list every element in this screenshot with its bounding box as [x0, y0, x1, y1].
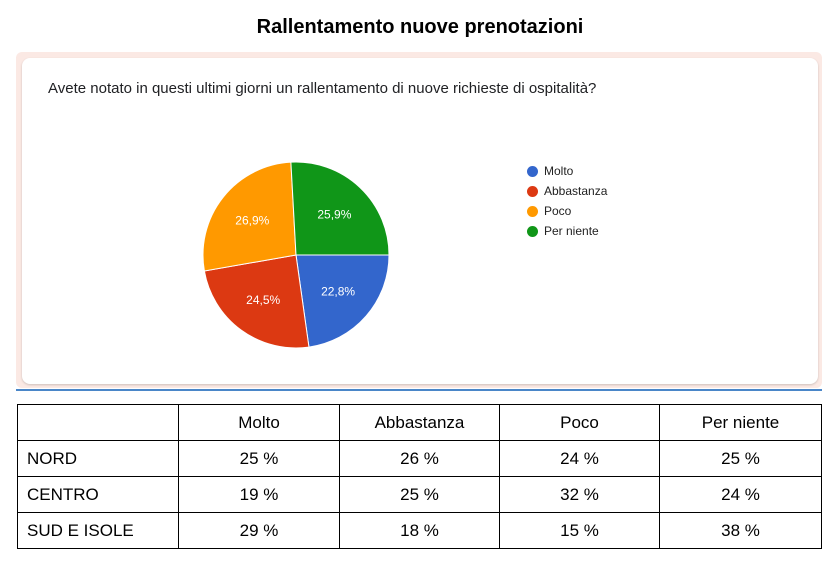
legend-item-abbastanza: Abbastanza — [527, 181, 607, 201]
legend-item-per-niente: Per niente — [527, 221, 607, 241]
legend-label: Per niente — [544, 224, 599, 238]
pie-slice-per-niente — [290, 161, 390, 256]
pie-slice-molto — [295, 254, 390, 348]
table-header-cell — [17, 404, 179, 441]
table-header-cell: Per niente — [659, 404, 822, 441]
table-header-cell: Abbastanza — [339, 404, 500, 441]
table-cell: 24 % — [499, 440, 660, 477]
table-cell: 19 % — [178, 476, 340, 513]
table-header-row: Molto Abbastanza Poco Per niente — [17, 404, 822, 441]
pie-slice-label: 22,8% — [321, 285, 355, 299]
pie-slice-poco — [202, 161, 297, 272]
table-row: CENTRO 19 % 25 % 32 % 24 % — [17, 476, 822, 513]
table-header-cell: Poco — [499, 404, 660, 441]
table-cell: 25 % — [659, 440, 822, 477]
pie-slice-label: 26,9% — [235, 213, 269, 227]
table-cell: 38 % — [659, 512, 822, 549]
legend-marker — [527, 225, 538, 237]
legend-label: Molto — [544, 164, 574, 178]
legend-marker — [527, 185, 538, 197]
table-header-cell: Molto — [178, 404, 340, 441]
legend-label: Poco — [544, 204, 572, 218]
legend-label: Abbastanza — [544, 184, 608, 198]
divider — [16, 389, 822, 391]
table-region-cell: SUD E ISOLE — [17, 512, 179, 549]
chart-card: Avete notato in questi ultimi giorni un … — [22, 58, 818, 384]
table-cell: 29 % — [178, 512, 340, 549]
page-title: Rallentamento nuove prenotazioni — [256, 16, 584, 38]
pie-slice-label: 24,5% — [246, 293, 280, 307]
table-region-cell: CENTRO — [17, 476, 179, 513]
legend-item-molto: Molto — [527, 161, 607, 181]
chart-legend: Molto Abbastanza Poco Per niente — [527, 161, 607, 241]
pie-chart: 22,8% 24,5% 26,9% 25,9% — [202, 161, 390, 349]
table-cell: 32 % — [499, 476, 660, 513]
legend-marker — [527, 205, 538, 217]
legend-item-poco: Poco — [527, 201, 607, 221]
table-cell: 25 % — [339, 476, 500, 513]
pie-slice-abbastanza — [203, 254, 310, 349]
survey-question: Avete notato in questi ultimi giorni un … — [48, 80, 597, 97]
table-cell: 15 % — [499, 512, 660, 549]
table-cell: 25 % — [178, 440, 340, 477]
table-cell: 26 % — [339, 440, 500, 477]
table-cell: 18 % — [339, 512, 500, 549]
table-cell: 24 % — [659, 476, 822, 513]
table-region-cell: NORD — [17, 440, 179, 477]
pie-slice-label: 25,9% — [317, 208, 351, 222]
table-row: NORD 25 % 26 % 24 % 25 % — [17, 440, 822, 477]
results-table: Molto Abbastanza Poco Per niente NORD 25… — [17, 404, 822, 549]
table-row: SUD E ISOLE 29 % 18 % 15 % 38 % — [17, 512, 822, 549]
legend-marker — [527, 165, 538, 177]
